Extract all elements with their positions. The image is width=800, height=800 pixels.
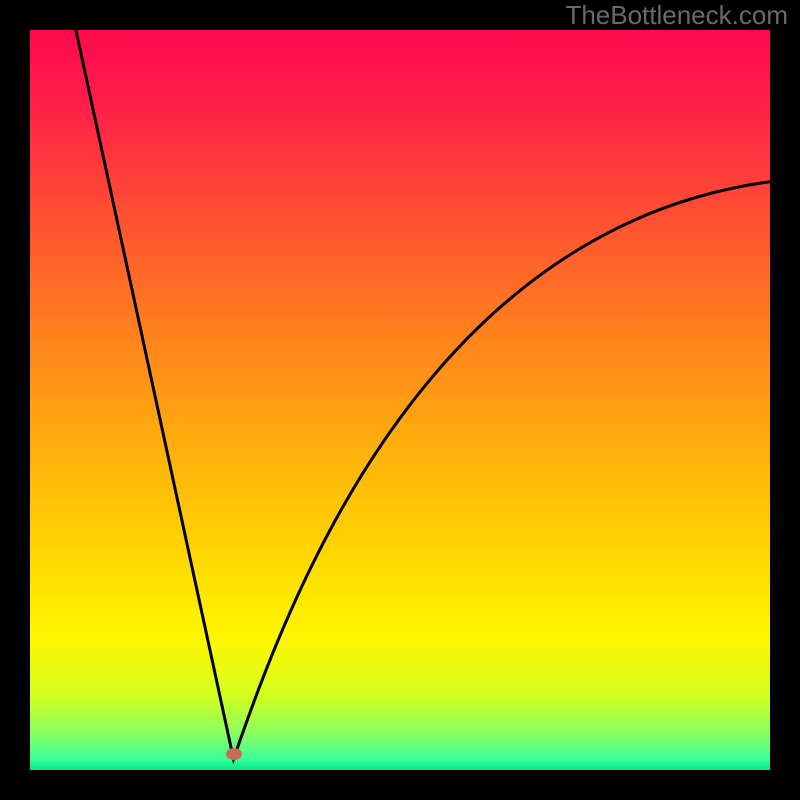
watermark-text: TheBottleneck.com — [565, 0, 788, 31]
plot-area — [30, 30, 770, 770]
curve-path — [76, 30, 770, 759]
bottleneck-curve — [30, 30, 770, 770]
optimal-point-dot — [226, 748, 242, 760]
